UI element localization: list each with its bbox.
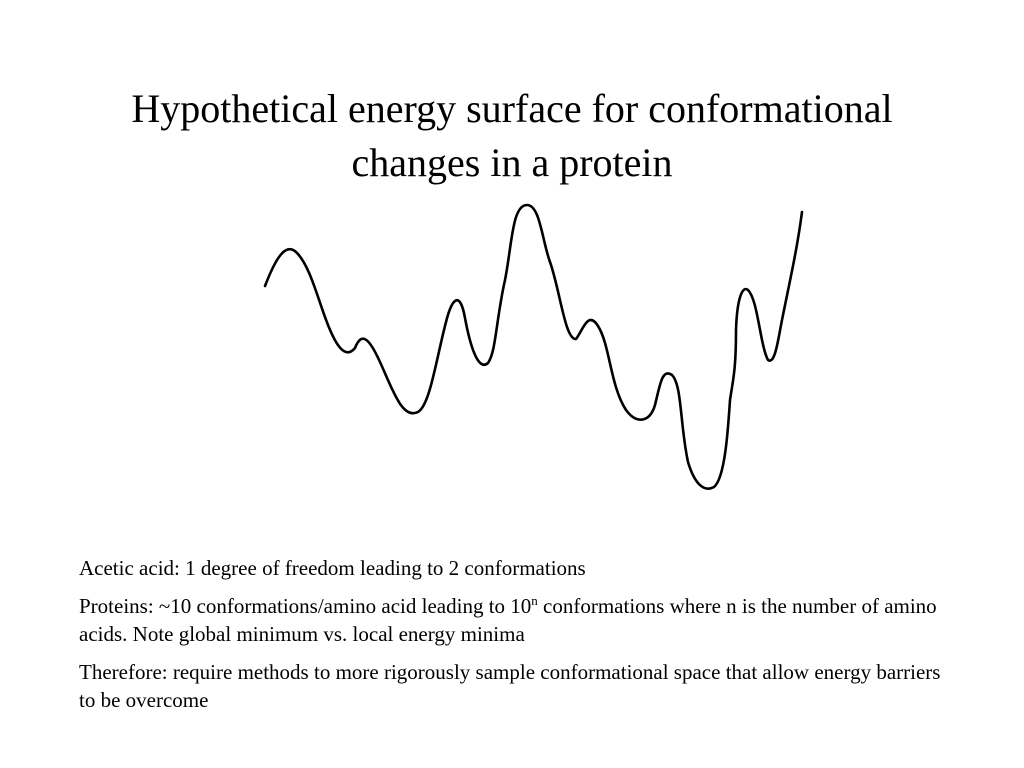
exponent-n: n [531, 593, 538, 608]
paragraph-proteins: Proteins: ~10 conformations/amino acid l… [79, 592, 959, 648]
title-line-2: changes in a protein [351, 140, 673, 185]
slide-body: Acetic acid: 1 degree of freedom leading… [79, 554, 959, 724]
title-line-1: Hypothetical energy surface for conforma… [131, 86, 893, 131]
paragraph-therefore: Therefore: require methods to more rigor… [79, 660, 941, 712]
paragraph-acetic-acid: Acetic acid: 1 degree of freedom leading… [79, 556, 586, 580]
proteins-text-after: conformations where n is the number of a… [79, 594, 937, 646]
slide-title: Hypothetical energy surface for conforma… [40, 82, 984, 190]
energy-curve [263, 203, 804, 490]
proteins-text-before: Proteins: ~10 conformations/amino acid l… [79, 594, 532, 618]
